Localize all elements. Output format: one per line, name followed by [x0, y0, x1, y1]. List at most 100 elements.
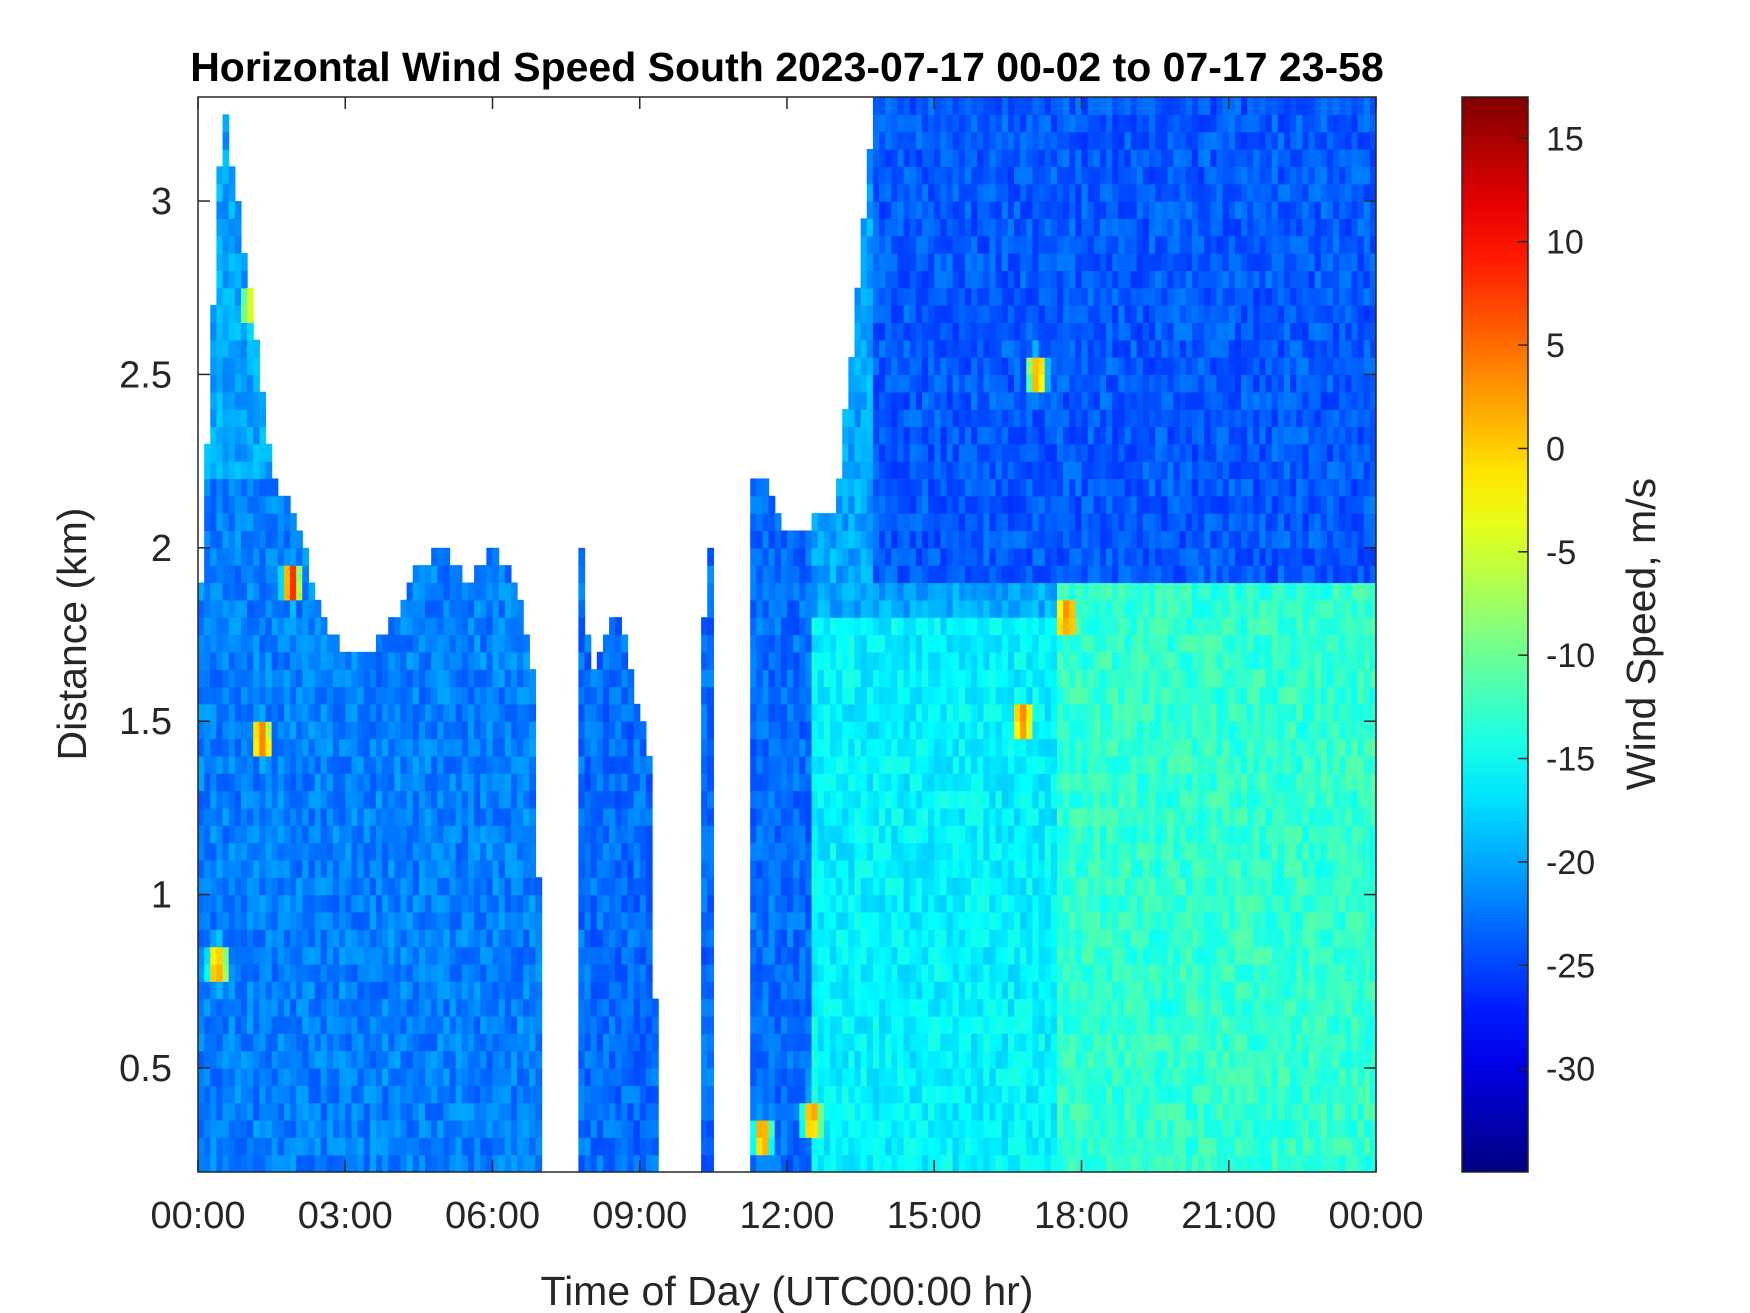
heatmap-cell — [253, 495, 260, 514]
heatmap-cell — [940, 686, 948, 705]
heatmap-cell — [891, 357, 899, 376]
heatmap-cell — [1026, 322, 1034, 341]
heatmap-cell — [879, 183, 886, 202]
heatmap-cell — [449, 842, 457, 861]
heatmap-cell — [639, 877, 647, 896]
heatmap-cell — [326, 998, 334, 1017]
heatmap-cell — [879, 790, 886, 809]
heatmap-cell — [645, 773, 653, 792]
heatmap-cell — [504, 963, 512, 982]
heatmap-cell — [418, 565, 426, 584]
heatmap-cell — [928, 842, 935, 861]
heatmap-cell — [946, 669, 954, 688]
heatmap-cell — [756, 894, 764, 913]
heatmap-cell — [848, 1067, 856, 1086]
heatmap-cell — [498, 946, 506, 965]
heatmap-cell — [811, 911, 819, 930]
heatmap-cell — [247, 929, 254, 948]
heatmap-cell — [461, 1050, 469, 1069]
heatmap-cell — [357, 877, 365, 896]
heatmap-cell — [418, 946, 426, 965]
heatmap-cell — [860, 755, 868, 774]
heatmap-cell — [320, 807, 328, 826]
heatmap-cell — [467, 773, 475, 792]
heatmap-cell — [921, 1102, 929, 1121]
heatmap-cell — [351, 929, 359, 948]
heatmap-cell — [836, 1015, 843, 1034]
heatmap-cell — [1020, 374, 1027, 393]
heatmap-cell — [455, 651, 463, 670]
heatmap-cell — [995, 634, 1003, 653]
heatmap-cell — [885, 859, 892, 878]
heatmap-cell — [823, 773, 831, 792]
heatmap-cell — [247, 1102, 254, 1121]
heatmap-cell — [204, 807, 211, 826]
heatmap-cell — [799, 565, 807, 584]
heatmap-cell — [946, 617, 954, 636]
heatmap-cell — [449, 998, 457, 1017]
heatmap-cell — [756, 1102, 764, 1121]
heatmap-cell — [915, 911, 923, 930]
heatmap-cell — [259, 929, 267, 948]
heatmap-cell — [443, 1102, 451, 1121]
heatmap-cell — [412, 1067, 420, 1086]
heatmap-cell — [860, 963, 868, 982]
heatmap-cell — [934, 1154, 941, 1172]
heatmap-cell — [879, 478, 886, 497]
heatmap-cell — [529, 1102, 537, 1121]
heatmap-cell — [198, 929, 205, 948]
heatmap-cell — [823, 738, 831, 757]
heatmap-cell — [265, 703, 273, 722]
heatmap-cell — [216, 530, 224, 549]
heatmap-cell — [971, 599, 978, 618]
heatmap-cell — [829, 669, 837, 688]
heatmap-cell — [290, 842, 297, 861]
heatmap-cell — [283, 911, 291, 930]
heatmap-cell — [498, 1015, 506, 1034]
heatmap-cell — [799, 894, 807, 913]
heatmap-cell — [879, 1050, 886, 1069]
heatmap-cell — [290, 669, 297, 688]
heatmap-cell — [903, 443, 911, 462]
heatmap-cell — [621, 894, 629, 913]
heatmap-cell — [1026, 1137, 1034, 1156]
heatmap-cell — [627, 1119, 635, 1138]
heatmap-cell — [498, 599, 506, 618]
heatmap-cell — [492, 773, 500, 792]
heatmap-cell — [222, 253, 230, 271]
heatmap-cell — [449, 790, 457, 809]
heatmap-cell — [1032, 461, 1040, 480]
heatmap-cell — [977, 547, 984, 566]
heatmap-cell — [480, 1015, 487, 1034]
heatmap-cell — [780, 963, 788, 982]
heatmap-cell — [971, 651, 978, 670]
heatmap-cell — [1026, 894, 1034, 913]
heatmap-cell — [750, 721, 757, 740]
heatmap-cell — [1026, 599, 1034, 618]
heatmap-cell — [529, 669, 537, 688]
heatmap-cell — [1020, 149, 1027, 167]
heatmap-cell — [492, 981, 500, 1000]
heatmap-cell — [517, 946, 524, 965]
heatmap-cell — [234, 530, 242, 549]
heatmap-cell — [602, 755, 610, 774]
heatmap-cell — [756, 617, 764, 636]
heatmap-cell — [983, 703, 991, 722]
heatmap-cell — [639, 807, 647, 826]
heatmap-cell — [909, 686, 917, 705]
heatmap-cell — [602, 1102, 610, 1121]
heatmap-cell — [799, 1033, 807, 1052]
heatmap-cell — [885, 97, 892, 115]
heatmap-cell — [277, 599, 285, 618]
heatmap-cell — [210, 426, 218, 445]
heatmap-cell — [946, 599, 954, 618]
heatmap-cell — [891, 270, 899, 289]
heatmap-cell — [701, 842, 708, 861]
heatmap-cell — [283, 1154, 291, 1172]
heatmap-cell — [431, 1102, 438, 1121]
heatmap-cell — [596, 738, 604, 757]
heatmap-cell — [891, 443, 899, 462]
heatmap-cell — [645, 1050, 653, 1069]
heatmap-cell — [302, 582, 310, 601]
heatmap-cell — [326, 1102, 334, 1121]
